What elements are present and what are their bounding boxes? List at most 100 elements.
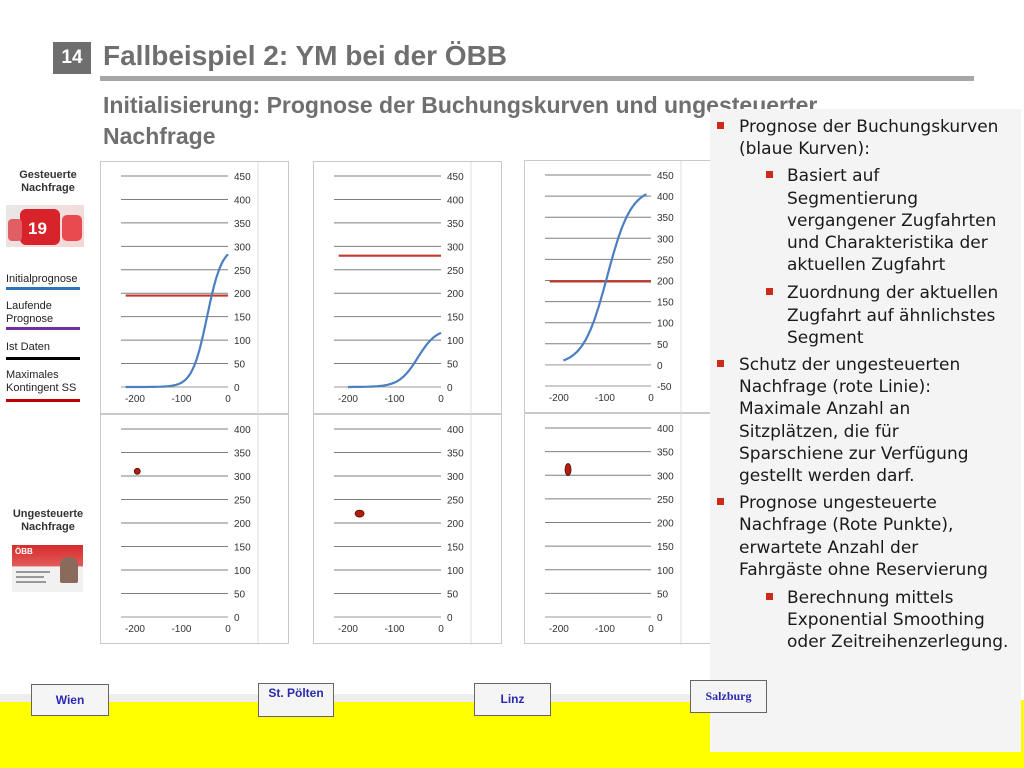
y-tick-label: 350 — [447, 449, 464, 460]
y-tick-label: 100 — [657, 566, 674, 577]
y-tick-label: 50 — [447, 360, 459, 371]
legend-line-ist-daten — [6, 357, 80, 360]
y-tick-label: 250 — [234, 496, 251, 507]
y-tick-label: 350 — [234, 219, 251, 230]
y-tick-label: 300 — [447, 472, 464, 483]
x-tick-label: -100 — [171, 394, 191, 405]
bullet-marker — [766, 171, 773, 179]
station-linz[interactable]: Linz — [474, 683, 551, 716]
y-tick-label: 0 — [657, 361, 663, 372]
chart-wien-booking: 0 50 100 150 200 250 300 350 400 450 -200 -100 0 — [121, 162, 259, 415]
booking-curve — [348, 331, 442, 389]
title-underline — [100, 76, 974, 81]
booking-curve — [563, 193, 647, 362]
y-tick-label: 0 — [234, 383, 240, 394]
y-tick-label: 450 — [657, 171, 674, 182]
y-tick-label: 200 — [447, 289, 464, 300]
station-wien[interactable]: Wien — [31, 684, 109, 716]
y-tick-label: 250 — [234, 266, 251, 277]
y-tick-label: 150 — [234, 313, 251, 324]
y-tick-label: 350 — [234, 449, 251, 460]
y-tick-label: 200 — [234, 289, 251, 300]
chart-panel-stpoelten-booking: 0 50 100 150 200 250 300 350 400 450 -200 -100 0 — [313, 161, 502, 415]
chart-stpoelten-uncontrolled: 0 50 100 150 200 250 300 350 400 -200 -100 0 — [334, 415, 472, 645]
y-tick-label: 250 — [447, 496, 464, 507]
bullet-prognose-buchungskurven: Prognose der Buchungskurven (blaue Kurve… — [710, 116, 1007, 160]
legend-label-initialprognose: Initialprognose — [6, 273, 78, 285]
y-tick-label: 400 — [447, 195, 464, 206]
y-tick-label: 0 — [657, 613, 663, 624]
x-tick-label: -100 — [384, 394, 404, 405]
y-tick-label: 50 — [657, 589, 669, 600]
y-tick-label: 200 — [447, 519, 464, 530]
x-tick-label: 0 — [225, 624, 231, 635]
demand-point — [354, 509, 365, 518]
y-tick-label: 300 — [657, 234, 674, 245]
x-tick-label: 0 — [225, 394, 231, 405]
chart-panel-linz-uncontrolled: 0 50 100 150 200 250 300 350 400 -200 -100 0 — [524, 413, 712, 645]
y-tick-label: 350 — [657, 448, 674, 459]
booking-curve — [125, 253, 229, 389]
y-tick-label: 150 — [447, 543, 464, 554]
y-tick-label: 100 — [657, 319, 674, 330]
demand-point — [564, 463, 572, 476]
y-tick-label: 0 — [447, 613, 453, 624]
x-tick-label: -100 — [595, 624, 615, 635]
x-tick-label: -100 — [384, 624, 404, 635]
bullet-marker — [766, 288, 773, 296]
x-tick-label: 0 — [438, 624, 444, 635]
chart-stpoelten-booking: 0 50 100 150 200 250 300 350 400 450 -200 -100 0 — [334, 162, 472, 415]
y-tick-label: 100 — [234, 566, 251, 577]
y-tick-label: 400 — [657, 192, 674, 203]
y-tick-label: 50 — [234, 590, 246, 601]
chart-wien-uncontrolled: 0 50 100 150 200 250 300 350 400 -200 -100 0 — [121, 415, 259, 645]
uncontrolled-demand-heading: Ungesteuerte Nachfrage — [12, 508, 84, 533]
y-tick-label: 300 — [234, 242, 251, 253]
x-tick-label: -100 — [171, 624, 191, 635]
y-tick-label: 400 — [234, 195, 251, 206]
x-tick-label: 0 — [648, 393, 654, 404]
footer-strip — [0, 694, 710, 702]
legend-label-ist-daten: Ist Daten — [6, 341, 51, 353]
y-tick-label: 100 — [234, 336, 251, 347]
vorteilscard-image: ÖBB — [12, 545, 83, 592]
slide-title: Fallbeispiel 2: YM bei der ÖBB — [103, 40, 508, 71]
bullet-segmentierung: Basiert auf Segmentierung vergangener Zu… — [710, 165, 1001, 276]
y-tick-label: 300 — [447, 242, 464, 253]
y-tick-label: 450 — [234, 172, 251, 183]
x-tick-label: 0 — [648, 624, 654, 635]
bullet-zuordnung: Zuordnung der aktuellen Zugfahrt auf ähn… — [710, 282, 1001, 349]
y-tick-label: 50 — [447, 590, 459, 601]
x-tick-label: -200 — [125, 624, 145, 635]
y-tick-label: 250 — [657, 495, 674, 506]
bullet-schutz-nachfrage: Schutz der ungesteuerten Nachfrage (rote… — [710, 354, 997, 487]
chart-linz-uncontrolled: 0 50 100 150 200 250 300 350 400 -200 -100 0 — [545, 414, 682, 645]
legend-line-kontingent — [6, 399, 80, 402]
bullet-prognose-ungesteuert: Prognose ungesteuerte Nachfrage (Rote Pu… — [710, 492, 995, 581]
y-tick-label: 0 — [447, 383, 453, 394]
legend-label-kontingent: Maximales Kontingent SS — [6, 369, 77, 394]
station-st-poelten[interactable]: St. Pölten — [258, 683, 334, 717]
x-tick-label: -200 — [338, 624, 358, 635]
demand-point — [133, 467, 141, 475]
chart-panel-linz-booking: -50 0 50 100 150 200 250 300 350 400 450 -200 -100 0 — [524, 160, 712, 414]
x-tick-label: -200 — [125, 394, 145, 405]
y-tick-label: 200 — [657, 277, 674, 288]
y-tick-label: -50 — [657, 382, 672, 393]
y-tick-label: 250 — [447, 266, 464, 277]
legend-line-initialprognose — [6, 287, 80, 290]
chart-panel-stpoelten-uncontrolled: 0 50 100 150 200 250 300 350 400 -200 -100 0 — [313, 414, 502, 645]
y-tick-label: 150 — [657, 298, 674, 309]
y-tick-label: 50 — [657, 340, 669, 351]
x-tick-label: -200 — [549, 393, 569, 404]
legend-line-laufende-prognose — [6, 327, 80, 330]
bullet-marker — [717, 498, 724, 506]
x-tick-label: -200 — [338, 394, 358, 405]
x-tick-label: -100 — [595, 393, 615, 404]
y-tick-label: 150 — [447, 313, 464, 324]
station-salzburg[interactable]: Salzburg — [690, 680, 767, 713]
y-tick-label: 400 — [447, 425, 464, 436]
bullet-marker — [717, 122, 724, 129]
x-tick-label: -200 — [549, 624, 569, 635]
